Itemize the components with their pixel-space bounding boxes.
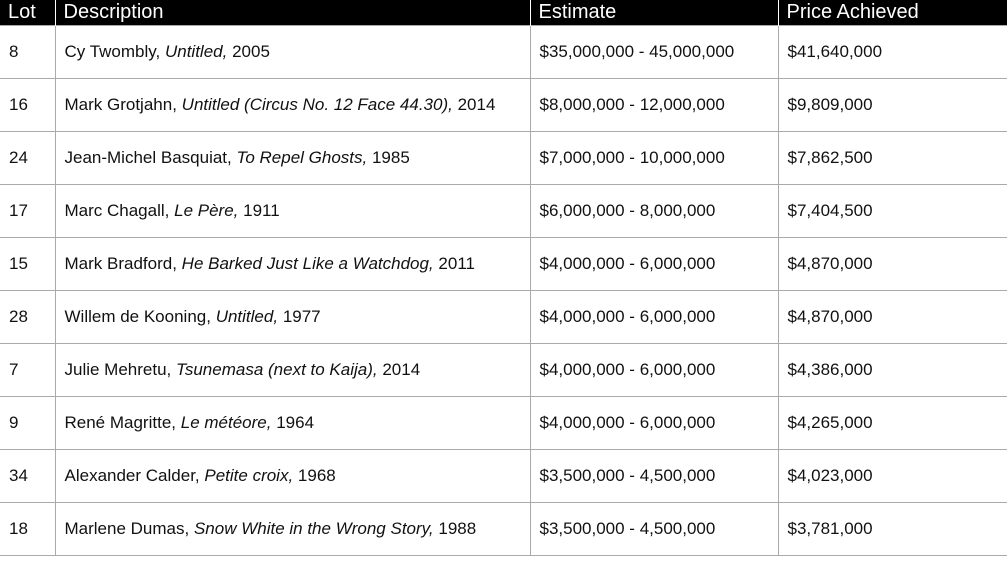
artist: Mark Bradford, — [64, 254, 177, 273]
header-row: Lot Description Estimate Price Achieved — [0, 0, 1007, 26]
artwork-title: Petite croix, — [204, 466, 294, 485]
artwork-title: Untitled (Circus No. 12 Face 44.30), — [181, 95, 453, 114]
year: 1911 — [243, 201, 280, 220]
estimate-cell: $6,000,000 - 8,000,000 — [529, 184, 779, 238]
estimate-cell: $4,000,000 - 6,000,000 — [529, 343, 779, 397]
estimate-cell: $35,000,000 - 45,000,000 — [529, 25, 779, 79]
description: Cy Twombly, Untitled, 2005 — [65, 42, 505, 62]
description-cell: Jean-Michel Basquiat, To Repel Ghosts, 1… — [54, 131, 531, 185]
lot-cell: 16 — [0, 78, 56, 132]
year: 1988 — [438, 519, 477, 538]
estimate-cell: $3,500,000 - 4,500,000 — [529, 449, 779, 503]
year: 2005 — [232, 42, 270, 61]
description: Mark Bradford, He Barked Just Like a Wat… — [65, 254, 505, 274]
description-cell: Marlene Dumas, Snow White in the Wrong S… — [54, 502, 531, 556]
description-cell: Alexander Calder, Petite croix, 1968 — [54, 449, 531, 503]
estimate-cell: $4,000,000 - 6,000,000 — [529, 290, 779, 344]
description: Mark Grotjahn, Untitled (Circus No. 12 F… — [65, 95, 505, 115]
estimate-cell: $3,500,000 - 4,500,000 — [529, 502, 779, 556]
table-body: 8 Cy Twombly, Untitled, 2005 $35,000,000 -… — [0, 25, 1007, 556]
lot-cell: 28 — [0, 290, 56, 344]
table-row: 8 Cy Twombly, Untitled, 2005 $35,000,000 -… — [0, 25, 1007, 79]
description: Julie Mehretu, Tsunemasa (next to Kaija)… — [65, 360, 505, 380]
price-cell: $7,404,500 — [777, 184, 1007, 238]
estimate-cell: $8,000,000 - 12,000,000 — [529, 78, 779, 132]
table-row: 18 Marlene Dumas, Snow White in the Wrong… — [0, 502, 1007, 556]
description-cell: Marc Chagall, Le Père, 1911 — [54, 184, 531, 238]
header-cell: Price Achieved — [777, 0, 1007, 26]
estimate-cell: $4,000,000 - 6,000,000 — [529, 237, 779, 291]
artist: René Magritte, — [64, 413, 177, 432]
header-cell: Lot — [0, 0, 55, 26]
year: 2014 — [382, 360, 421, 379]
description: Jean-Michel Basquiat, To Repel Ghosts, 1… — [65, 148, 505, 168]
artist: Mark Grotjahn, — [64, 95, 177, 114]
artwork-title: Tsunemasa (next to Kaija), — [176, 360, 378, 379]
description: Marlene Dumas, Snow White in the Wrong S… — [65, 519, 505, 539]
year: 2014 — [457, 95, 496, 114]
table-row: 24 Jean-Michel Basquiat, To Repel Ghosts,… — [0, 131, 1007, 185]
artist: Jean-Michel Basquiat, — [64, 148, 232, 167]
price-cell: $4,870,000 — [777, 237, 1007, 291]
artist: Marlene Dumas, — [64, 519, 190, 538]
table-row: 17 Marc Chagall, Le Père, 1911 $6,000,000 … — [0, 184, 1007, 238]
description-cell: Cy Twombly, Untitled, 2005 — [54, 25, 531, 79]
lot-cell: 24 — [0, 131, 56, 185]
price-cell: $3,781,000 — [777, 502, 1007, 556]
description-cell: René Magritte, Le météore, 1964 — [54, 396, 531, 450]
description: René Magritte, Le météore, 1964 — [65, 413, 505, 433]
description-cell: Mark Bradford, He Barked Just Like a Wat… — [54, 237, 531, 291]
year: 2011 — [438, 254, 475, 273]
lot-cell: 17 — [0, 184, 56, 238]
artist: Marc Chagall, — [64, 201, 170, 220]
artwork-title: Le météore, — [180, 413, 272, 432]
lot-cell: 8 — [0, 25, 56, 79]
year: 1977 — [282, 307, 321, 326]
price-cell: $9,809,000 — [777, 78, 1007, 132]
lot-cell: 9 — [0, 396, 56, 450]
estimate-cell: $7,000,000 - 10,000,000 — [529, 131, 779, 185]
price-cell: $4,265,000 — [777, 396, 1007, 450]
price-cell: $41,640,000 — [777, 25, 1007, 79]
table-row: 9 René Magritte, Le météore, 1964 $4,000,0… — [0, 396, 1007, 450]
price-cell: $4,386,000 — [777, 343, 1007, 397]
year: 1968 — [297, 466, 336, 485]
lot-cell: 18 — [0, 502, 56, 556]
year: 1985 — [371, 148, 410, 167]
artist: Cy Twombly, — [64, 42, 161, 61]
estimate-cell: $4,000,000 - 6,000,000 — [529, 396, 779, 450]
table-row: 34 Alexander Calder, Petite croix, 1968 $3… — [0, 449, 1007, 503]
price-cell: $4,023,000 — [777, 449, 1007, 503]
description: Willem de Kooning, Untitled, 1977 — [65, 307, 505, 327]
price-cell: $4,870,000 — [777, 290, 1007, 344]
table-row: 15 Mark Bradford, He Barked Just Like a W… — [0, 237, 1007, 291]
artwork-title: Snow White in the Wrong Story, — [193, 519, 434, 538]
artwork-title: To Repel Ghosts, — [236, 148, 368, 167]
description-cell: Mark Grotjahn, Untitled (Circus No. 12 F… — [54, 78, 531, 132]
table-row: 7 Julie Mehretu, Tsunemasa (next to Kaija… — [0, 343, 1007, 397]
artist: Willem de Kooning, — [64, 307, 211, 326]
artist: Julie Mehretu, — [64, 360, 172, 379]
artwork-title: Untitled, — [215, 307, 279, 326]
description: Marc Chagall, Le Père, 1911 — [65, 201, 505, 221]
table-row: 16 Mark Grotjahn, Untitled (Circus No. 12… — [0, 78, 1007, 132]
header-cell: Description — [54, 0, 530, 26]
artwork-title: Untitled, — [164, 42, 228, 61]
artist: Alexander Calder, — [64, 466, 200, 485]
lot-cell: 34 — [0, 449, 56, 503]
lot-cell: 15 — [0, 237, 56, 291]
artwork-title: He Barked Just Like a Watchdog, — [181, 254, 434, 273]
description: Alexander Calder, Petite croix, 1968 — [65, 466, 505, 486]
year: 1964 — [276, 413, 315, 432]
lot-cell: 7 — [0, 343, 56, 397]
table-row: 28 Willem de Kooning, Untitled, 1977 $4,00… — [0, 290, 1007, 344]
auction-table: Lot Description Estimate Price Achieved 8 Cy… — [0, 0, 1007, 556]
artwork-title: Le Père, — [174, 201, 239, 220]
description-cell: Willem de Kooning, Untitled, 1977 — [54, 290, 531, 344]
description-cell: Julie Mehretu, Tsunemasa (next to Kaija)… — [54, 343, 531, 397]
price-cell: $7,862,500 — [777, 131, 1007, 185]
header-cell: Estimate — [529, 0, 778, 26]
